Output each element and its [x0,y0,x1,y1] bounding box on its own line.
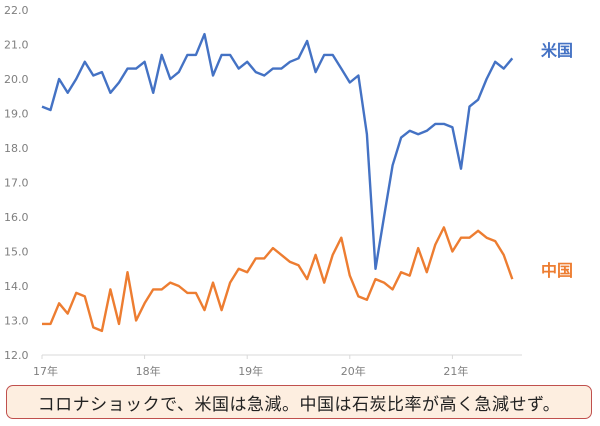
line-chart: 12.0 13.0 14.0 15.0 16.0 17.0 18.0 19.0 20.0 21.0… [4,4,573,378]
y-tick-label: 13.0 [4,315,29,328]
y-tick-label: 15.0 [4,246,29,259]
y-tick-label: 17.0 [4,177,29,190]
caption-box: コロナショックで、米国は急減。中国は石炭比率が高く急減せず。 [6,385,592,419]
series-label-cn: 中国 [541,261,573,280]
x-tick-label: 17年 [33,364,58,378]
y-tick-label: 21.0 [4,39,29,52]
y-tick-label: 14.0 [4,280,29,293]
y-tick-label: 18.0 [4,142,29,155]
y-axis: 12.0 13.0 14.0 15.0 16.0 17.0 18.0 19.0 20.0 21.0… [4,4,29,362]
x-axis: 17年 18年 19年 20年 21年 [33,355,468,378]
y-tick-label: 20.0 [4,73,29,86]
caption-text: コロナショックで、米国は急減。中国は石炭比率が高く急減せず。 [37,394,561,415]
series-line-us [41,32,514,270]
series-line-cn [42,226,514,333]
y-tick-label: 16.0 [4,211,29,224]
x-tick-label: 18年 [136,364,161,378]
x-tick-label: 21年 [443,364,468,378]
x-tick-label: 19年 [238,364,263,378]
y-tick-label: 22.0 [4,4,29,17]
x-tick-label: 20年 [341,364,366,378]
y-tick-label: 12.0 [4,349,29,362]
series-label-us: 米国 [541,41,573,60]
y-tick-label: 19.0 [4,108,29,121]
